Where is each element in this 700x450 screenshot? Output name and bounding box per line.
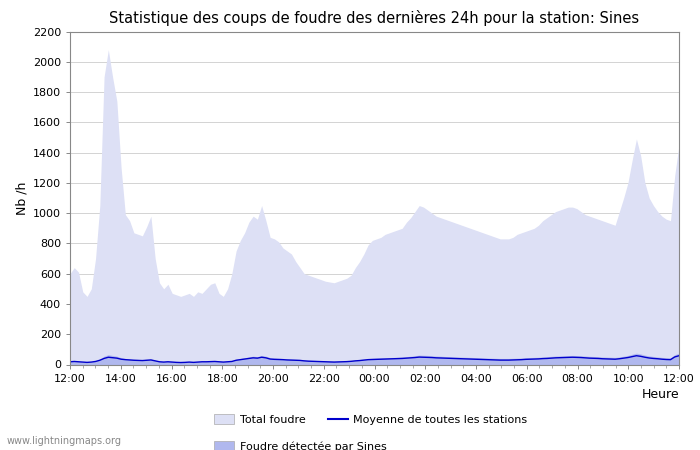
Text: Heure: Heure xyxy=(641,388,679,401)
Y-axis label: Nb /h: Nb /h xyxy=(15,181,29,215)
Text: www.lightningmaps.org: www.lightningmaps.org xyxy=(7,436,122,446)
Legend: Foudre détectée par Sines: Foudre détectée par Sines xyxy=(209,436,391,450)
Title: Statistique des coups de foudre des dernières 24h pour la station: Sines: Statistique des coups de foudre des dern… xyxy=(109,10,640,26)
